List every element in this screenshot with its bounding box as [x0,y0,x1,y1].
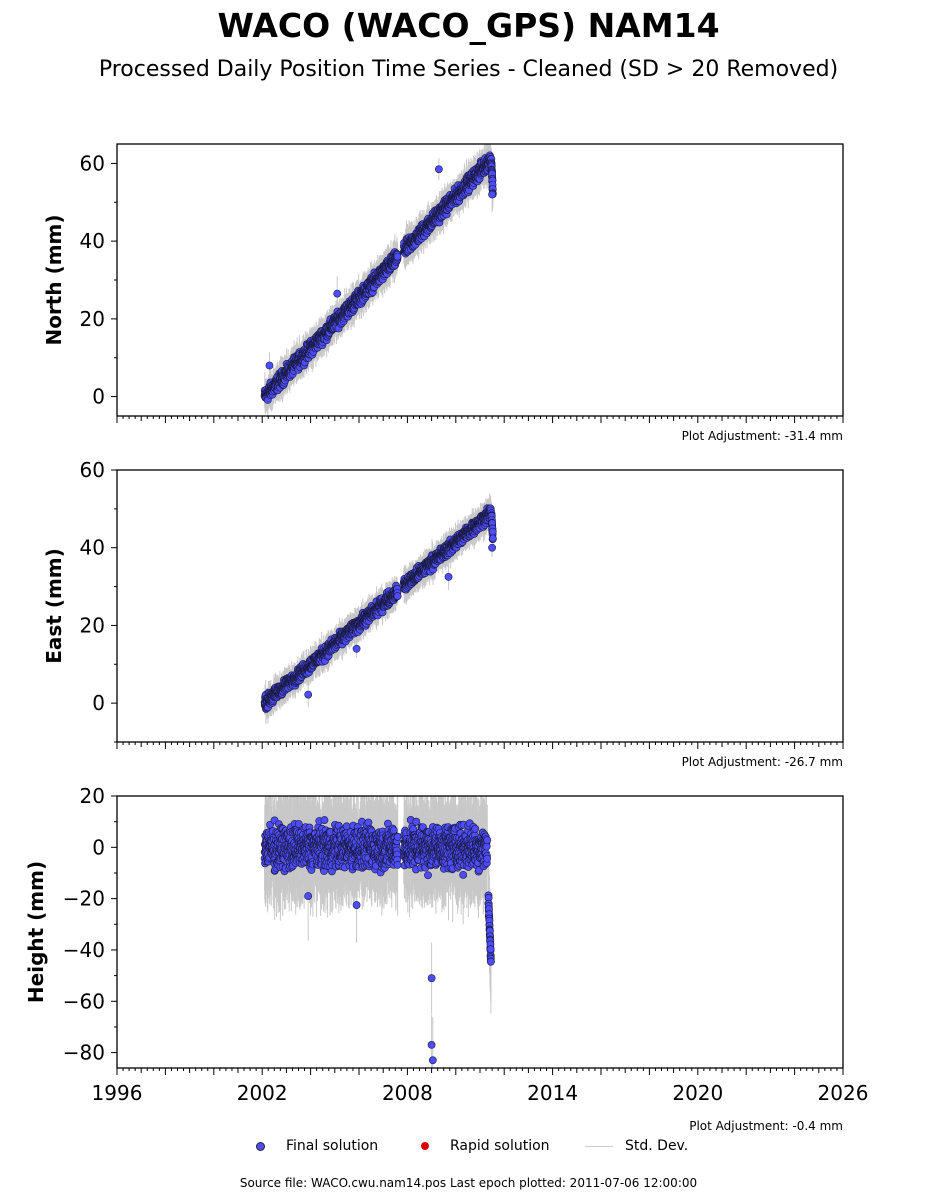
y-tick-label: 40 [80,229,105,253]
north-points [260,144,497,416]
final-solution-point [434,165,443,174]
y-tick-label: 60 [80,151,105,175]
final-solution-point [265,361,274,370]
east-points [260,493,497,725]
panel-north: 0 20 40 60 North (mm) Plot Adjustment: -31.… [42,143,844,443]
final-solution-point [488,190,496,199]
chart-subtitle: Processed Daily Position Time Series - C… [98,57,839,82]
north-axis-label: North (mm) [42,214,66,345]
north-y-ticks: 0 20 40 60 [80,151,117,409]
chart-title: WACO (WACO_GPS) NAM14 [217,6,720,45]
final-solution-point [393,252,402,261]
north-plot-adjustment: Plot Adjustment: -31.4 mm [682,429,843,443]
y-tick-label: 0 [92,385,105,409]
final-solution-point [333,289,342,298]
y-tick-label: 20 [80,307,105,331]
north-x-ticks [116,416,844,423]
